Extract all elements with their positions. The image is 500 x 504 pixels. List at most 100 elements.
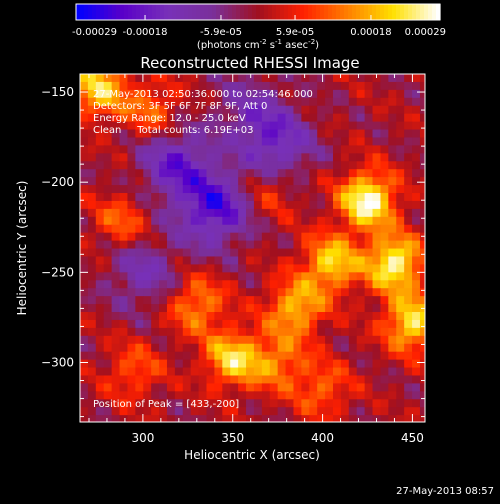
heatmap-cell bbox=[261, 137, 271, 146]
heatmap-cell bbox=[301, 161, 310, 170]
heatmap-cell bbox=[364, 312, 373, 321]
heatmap-cell bbox=[120, 423, 128, 431]
colorbar-cell bbox=[432, 4, 437, 20]
heatmap-cell bbox=[277, 161, 286, 170]
heatmap-cell bbox=[356, 208, 366, 218]
heatmap-cell bbox=[285, 256, 294, 265]
heatmap-cell bbox=[166, 319, 176, 329]
heatmap-cell bbox=[277, 177, 286, 186]
heatmap-cell bbox=[230, 359, 239, 368]
heatmap-cell bbox=[103, 224, 113, 234]
heatmap-cell bbox=[206, 272, 215, 281]
heatmap-cell bbox=[166, 240, 176, 249]
heatmap-cell bbox=[174, 121, 184, 130]
heatmap-cell bbox=[222, 200, 231, 210]
heatmap-cell bbox=[348, 97, 358, 107]
heatmap-cell bbox=[143, 375, 152, 384]
colorbar-cell bbox=[296, 4, 301, 20]
heatmap-cell bbox=[182, 248, 192, 257]
heatmap-cell bbox=[198, 399, 207, 408]
heatmap-cell bbox=[412, 399, 421, 408]
heatmap-cell bbox=[301, 288, 310, 297]
heatmap-cell bbox=[230, 208, 239, 218]
heatmap-cell bbox=[253, 288, 263, 297]
heatmap-cell bbox=[182, 272, 192, 281]
heatmap-cell bbox=[230, 351, 239, 361]
heatmap-cell bbox=[419, 367, 425, 376]
heatmap-cell bbox=[166, 161, 176, 170]
heatmap-cell bbox=[261, 296, 271, 305]
heatmap-cell bbox=[293, 415, 302, 422]
heatmap-cell bbox=[151, 81, 160, 91]
heatmap-cell bbox=[87, 145, 97, 154]
heatmap-cell bbox=[388, 327, 397, 337]
heatmap-cell bbox=[372, 272, 381, 281]
heatmap-cell bbox=[151, 304, 160, 313]
heatmap-cell bbox=[262, 423, 270, 431]
heatmap-cell bbox=[325, 343, 334, 353]
heatmap-cell bbox=[348, 264, 358, 273]
heatmap-cell bbox=[372, 399, 381, 408]
heatmap-cell bbox=[135, 208, 144, 218]
heatmap-cell bbox=[340, 343, 350, 353]
heatmap-cell bbox=[364, 240, 373, 249]
heatmap-cell bbox=[285, 97, 294, 107]
heatmap-cell bbox=[119, 105, 128, 115]
heatmap-cell bbox=[404, 74, 413, 83]
heatmap-cell bbox=[428, 272, 436, 280]
heatmap-cell bbox=[309, 296, 318, 305]
colorbar-tick-label: 0.00018 bbox=[350, 27, 391, 38]
heatmap-cell bbox=[182, 145, 192, 154]
heatmap-cell bbox=[356, 391, 366, 400]
heatmap-cell bbox=[95, 375, 105, 384]
heatmap-cell bbox=[412, 288, 421, 297]
heatmap-cell bbox=[412, 272, 421, 281]
heatmap-cell bbox=[372, 121, 381, 130]
colorbar-cell bbox=[376, 4, 381, 20]
heatmap-cell bbox=[317, 312, 326, 321]
heatmap-cell bbox=[135, 216, 144, 226]
heatmap-cell bbox=[419, 113, 425, 123]
heatmap-cell bbox=[293, 280, 302, 289]
heatmap-cell bbox=[419, 89, 425, 99]
heatmap-cell bbox=[293, 359, 302, 368]
heatmap-cell bbox=[159, 296, 168, 305]
heatmap-cell bbox=[348, 351, 358, 361]
heatmap-cell bbox=[206, 121, 215, 130]
heatmap-cell bbox=[206, 304, 215, 313]
heatmap-cell bbox=[333, 280, 342, 289]
heatmap-cell bbox=[182, 359, 192, 368]
heatmap-cell bbox=[301, 383, 310, 392]
heatmap-cell bbox=[317, 367, 326, 376]
heatmap-cell bbox=[95, 256, 105, 265]
heatmap-cell bbox=[127, 383, 136, 392]
heatmap-cell bbox=[293, 288, 302, 297]
heatmap-cell bbox=[103, 177, 113, 186]
heatmap-cell bbox=[372, 193, 381, 202]
heatmap-cell bbox=[206, 335, 215, 345]
heatmap-cell bbox=[198, 351, 207, 361]
heatmap-cell bbox=[143, 169, 152, 178]
heatmap-cell bbox=[372, 161, 381, 170]
heatmap-cell bbox=[301, 256, 310, 265]
heatmap-cell bbox=[428, 82, 436, 90]
heatmap-cell bbox=[80, 343, 89, 353]
heatmap-cell bbox=[380, 169, 389, 178]
heatmap-cell bbox=[364, 391, 373, 400]
heatmap-cell bbox=[348, 161, 358, 170]
heatmap-cell bbox=[127, 415, 136, 422]
heatmap-cell bbox=[174, 383, 184, 392]
heatmap-cell bbox=[293, 137, 302, 146]
heatmap-cell bbox=[372, 383, 381, 392]
heatmap-cell bbox=[95, 319, 105, 329]
heatmap-cell bbox=[293, 89, 302, 99]
heatmap-cell bbox=[222, 105, 231, 115]
heatmap-cell bbox=[333, 113, 342, 123]
heatmap-cell bbox=[261, 240, 271, 249]
heatmap-cell bbox=[317, 161, 326, 170]
heatmap-cell bbox=[111, 335, 120, 345]
heatmap-cell bbox=[285, 383, 294, 392]
heatmap-cell bbox=[135, 129, 144, 138]
heatmap-cell bbox=[190, 399, 199, 408]
heatmap-cell bbox=[151, 359, 160, 368]
